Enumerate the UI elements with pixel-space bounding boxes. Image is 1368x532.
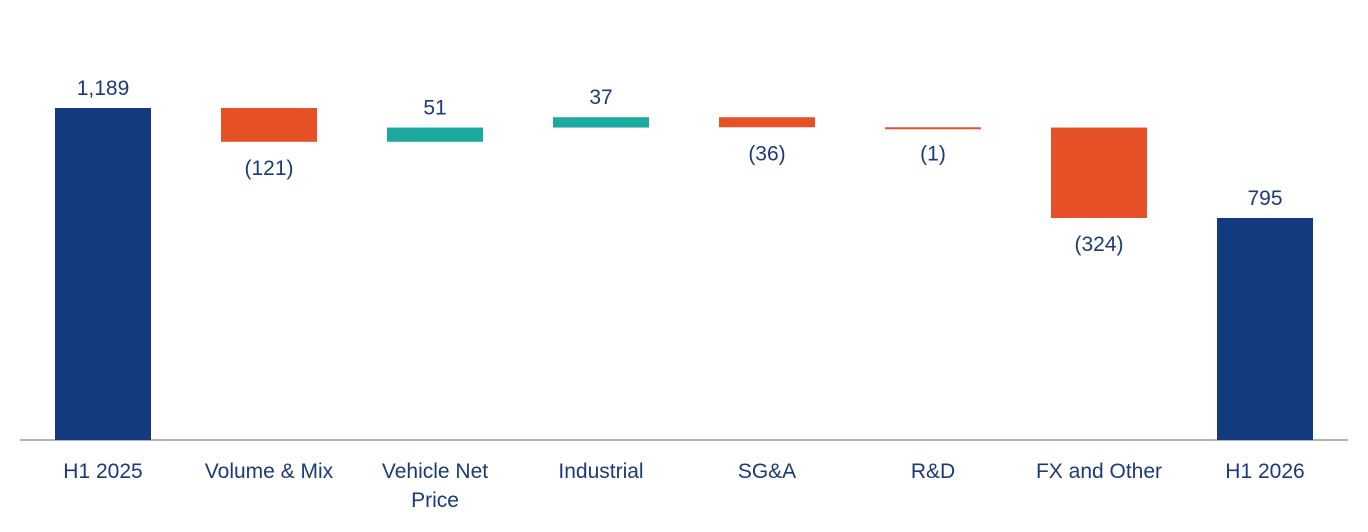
data-label: (121) xyxy=(244,157,293,180)
bar-r-d xyxy=(885,127,981,130)
bar-industrial xyxy=(553,117,649,128)
category-label: FX and Other xyxy=(1036,460,1162,483)
bar-volume-mix xyxy=(221,108,317,142)
bar-fx-and-other xyxy=(1051,127,1147,219)
category-label: SG&A xyxy=(738,460,796,483)
bar-sg-a xyxy=(719,117,815,128)
data-label: (324) xyxy=(1074,233,1123,256)
category-label: H1 2026 xyxy=(1225,460,1304,483)
bar-h1-2025 xyxy=(55,108,151,440)
data-label: 51 xyxy=(423,97,446,120)
data-label: 795 xyxy=(1247,187,1282,210)
category-label: Vehicle Net xyxy=(382,460,488,483)
category-label: Industrial xyxy=(558,460,643,483)
category-label: H1 2025 xyxy=(63,460,142,483)
category-label: R&D xyxy=(911,460,955,483)
data-label: 37 xyxy=(589,86,612,109)
data-label: (1) xyxy=(920,143,946,166)
category-label: Volume & Mix xyxy=(205,460,334,483)
bar-vehicle-net-price xyxy=(387,127,483,142)
bar-h1-2026 xyxy=(1217,218,1313,440)
data-label: 1,189 xyxy=(77,77,130,100)
category-label: Price xyxy=(411,489,459,512)
data-label: (36) xyxy=(748,142,785,165)
